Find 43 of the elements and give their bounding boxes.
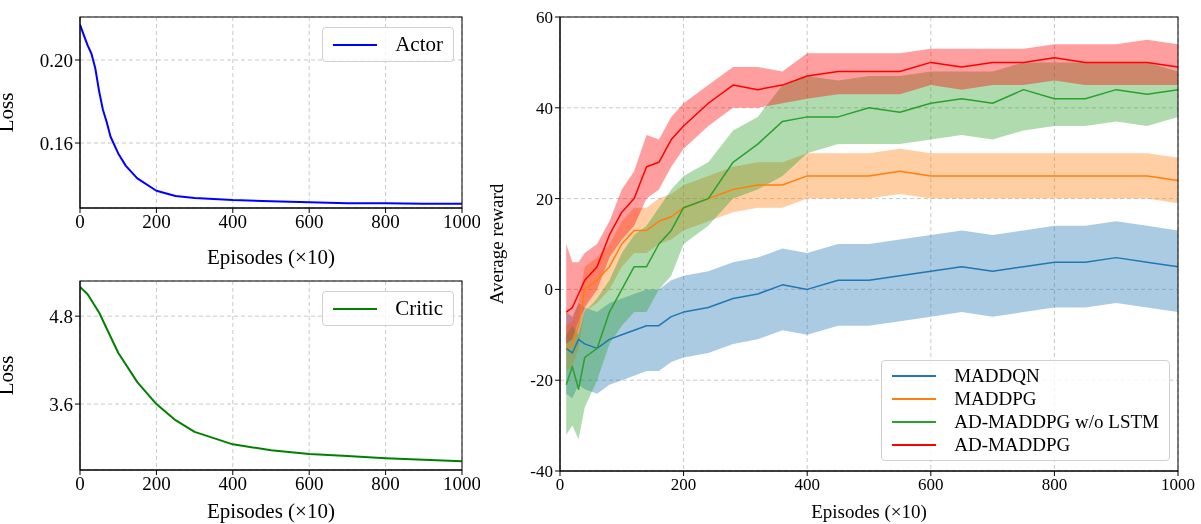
y-tick-label: -20 — [530, 371, 553, 391]
legend-label: MADDPG — [954, 388, 1037, 410]
x-tick-label: 800 — [1041, 475, 1068, 495]
legend-label: Actor — [395, 32, 443, 58]
legend-label: AD-MADDPG w/o LSTM — [954, 410, 1159, 433]
line-series — [565, 88, 1178, 391]
y-axis-title: Loss — [0, 92, 19, 133]
y-tick-label: 0.20 — [39, 49, 73, 71]
x-axis-title: Episodes (×10) — [207, 245, 335, 269]
y-tick-label: -40 — [530, 462, 553, 482]
legend-label: AD-MADDPG — [954, 433, 1071, 456]
line-series — [565, 170, 1178, 350]
y-tick-label: 4.8 — [49, 305, 73, 327]
x-tick-label: 400 — [794, 475, 820, 495]
line-series — [565, 57, 1178, 313]
x-tick-label: 1000 — [443, 211, 481, 233]
x-axis-title: Episodes (×10) — [207, 499, 335, 523]
x-tick-label: 800 — [371, 211, 400, 233]
x-tick-label: 600 — [918, 475, 944, 495]
x-tick-label: 200 — [670, 475, 697, 495]
x-tick-label: 400 — [218, 473, 248, 495]
legend-label: MADDQN — [954, 365, 1040, 388]
y-axis-title: Loss — [0, 355, 19, 396]
y-tick-label: 60 — [536, 8, 553, 28]
x-tick-label: 200 — [142, 211, 171, 233]
y-axis-title: Average reward — [485, 183, 507, 305]
y-tick-label: 0.16 — [39, 132, 73, 154]
x-tick-label: 1000 — [1161, 475, 1195, 495]
y-tick-label: 3.6 — [49, 393, 73, 415]
y-tick-label: 40 — [536, 98, 553, 118]
y-tick-label: 0 — [544, 280, 553, 300]
x-tick-label: 400 — [218, 211, 248, 233]
line-series — [80, 23, 462, 205]
x-tick-label: 600 — [294, 211, 324, 233]
line-series — [565, 256, 1178, 354]
x-tick-label: 800 — [371, 473, 400, 495]
x-tick-label: 600 — [294, 473, 324, 495]
legend-label: Critic — [395, 296, 443, 322]
x-axis-title: Episodes (×10) — [811, 501, 927, 523]
x-tick-label: 200 — [142, 473, 171, 495]
x-tick-label: 1000 — [443, 473, 481, 495]
line-series — [80, 285, 462, 463]
y-tick-label: 20 — [536, 189, 553, 209]
